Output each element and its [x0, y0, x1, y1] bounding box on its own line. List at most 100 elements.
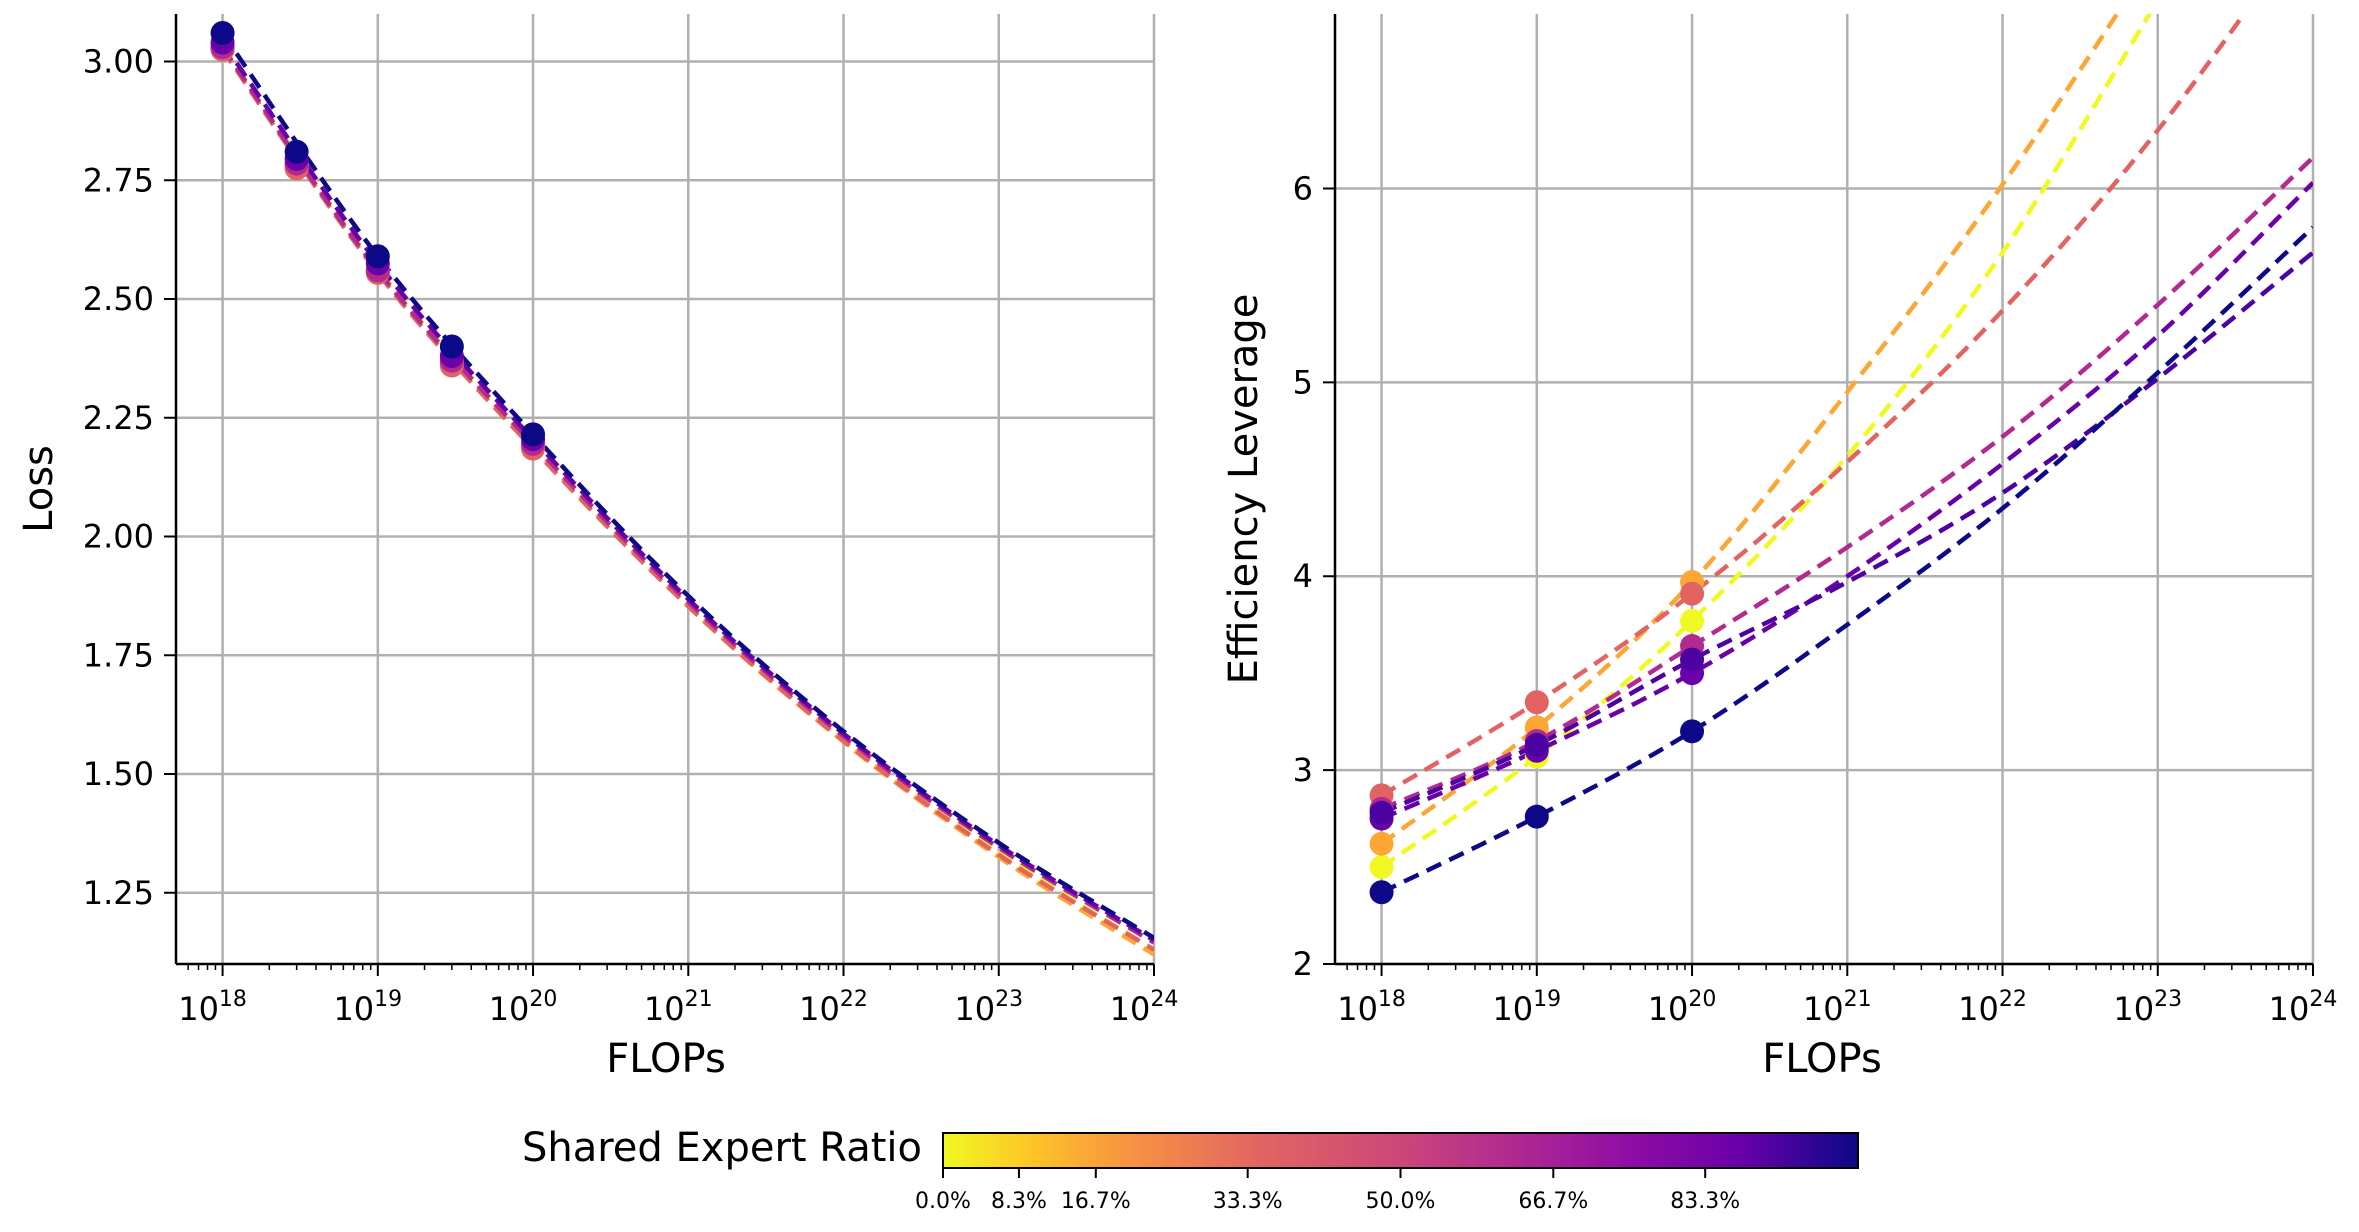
- colorbar-tick-label: 66.7%: [1518, 1189, 1588, 1214]
- loss-x-tick-label: 1019: [333, 987, 402, 1028]
- loss-y-tick-label: 1.25: [83, 874, 154, 912]
- tick-base: 10: [2113, 990, 2154, 1028]
- loss-axes: 1018 1019 1020 1021 1022 1023 10241.251.501.75…: [83, 14, 1179, 1028]
- loss-y-tick-label: 1.75: [83, 636, 154, 674]
- loss-y-tick-label: 3.00: [83, 43, 154, 81]
- leverage-x-tick-label: 1022: [1958, 987, 2027, 1028]
- leverage-point-75.0pct: [1524, 732, 1549, 757]
- tick-exponent: 24: [1150, 987, 1178, 1012]
- loss-y-tick-label: 2.00: [83, 518, 154, 556]
- leverage-point-83.3pct: [1680, 719, 1705, 744]
- loss-y-tick-label: 2.50: [83, 280, 154, 318]
- leverage-point-33.3pct: [1680, 581, 1705, 606]
- tick-exponent: 20: [529, 987, 557, 1012]
- leverage-grid: [1335, 14, 2315, 966]
- leverage-data-points: [1369, 570, 1705, 905]
- leverage-y-tick-label: 4: [1293, 557, 1313, 595]
- colorbar-label: Shared Expert Ratio: [522, 1125, 922, 1171]
- loss-y-axis-label: Loss: [16, 445, 62, 533]
- loss-x-tick-label: 1020: [489, 987, 558, 1028]
- tick-base: 10: [1337, 990, 1378, 1028]
- colorbar-tick-label: 33.3%: [1213, 1189, 1283, 1214]
- loss-chart: 1018 1019 1020 1021 1022 1023 10241.251.501.75…: [16, 14, 1178, 1082]
- leverage-point-33.3pct: [1524, 690, 1549, 715]
- leverage-x-tick-label: 1023: [2113, 987, 2182, 1028]
- leverage-point-83.3pct: [1369, 880, 1394, 905]
- loss-x-tick-label: 1018: [178, 987, 247, 1028]
- loss-point-83.3pct: [284, 139, 309, 164]
- colorbar-tick-label: 16.7%: [1061, 1189, 1131, 1214]
- leverage-fit-line-83.3pct: [1380, 225, 2313, 895]
- leverage-y-tick-label: 2: [1293, 945, 1313, 983]
- leverage-fit-line-66.7pct: [1380, 181, 2313, 821]
- loss-x-tick-label: 1024: [1110, 987, 1179, 1028]
- colorbar-tick-label: 50.0%: [1366, 1189, 1436, 1214]
- loss-x-tick-label: 1022: [799, 987, 868, 1028]
- tick-exponent: 21: [685, 987, 713, 1012]
- tick-base: 10: [644, 990, 685, 1028]
- loss-point-83.3pct: [521, 422, 546, 447]
- tick-base: 10: [799, 990, 840, 1028]
- tick-exponent: 24: [2309, 987, 2337, 1012]
- colorbar-gradient: [942, 1132, 1859, 1169]
- tick-exponent: 18: [219, 987, 247, 1012]
- leverage-x-tick-label: 1019: [1492, 987, 1561, 1028]
- tick-exponent: 21: [1844, 987, 1872, 1012]
- loss-x-tick-label: 1023: [954, 987, 1023, 1028]
- colorbar-tick-label: 83.3%: [1670, 1189, 1740, 1214]
- tick-base: 10: [333, 990, 374, 1028]
- tick-exponent: 22: [1999, 987, 2027, 1012]
- leverage-point-0.0pct: [1680, 608, 1705, 633]
- loss-data-points: [210, 21, 546, 461]
- leverage-x-tick-label: 1024: [2269, 987, 2338, 1028]
- tick-exponent: 18: [1378, 987, 1406, 1012]
- tick-exponent: 19: [374, 987, 402, 1012]
- leverage-point-16.7pct: [1369, 831, 1394, 856]
- tick-exponent: 22: [840, 987, 868, 1012]
- leverage-x-tick-label: 1020: [1648, 987, 1717, 1028]
- tick-base: 10: [1110, 990, 1151, 1028]
- tick-exponent: 23: [995, 987, 1023, 1012]
- leverage-x-tick-label: 1021: [1803, 987, 1872, 1028]
- tick-base: 10: [1648, 990, 1689, 1028]
- colorbar-tick-label: 8.3%: [991, 1189, 1047, 1214]
- leverage-x-tick-label: 1018: [1337, 987, 1406, 1028]
- loss-y-tick-label: 2.25: [83, 399, 154, 437]
- tick-exponent: 23: [2154, 987, 2182, 1012]
- leverage-point-83.3pct: [1524, 804, 1549, 829]
- leverage-point-75.0pct: [1369, 800, 1394, 825]
- loss-grid: [176, 14, 1156, 964]
- loss-point-83.3pct: [210, 21, 235, 45]
- loss-x-tick-label: 1021: [644, 987, 713, 1028]
- tick-exponent: 19: [1533, 987, 1561, 1012]
- leverage-y-tick-label: 6: [1293, 169, 1313, 207]
- leverage-fit-line-50.0pct: [1380, 155, 2313, 811]
- leverage-y-axis-label: Efficiency Leverage: [1221, 294, 1267, 685]
- leverage-y-tick-label: 3: [1293, 751, 1313, 789]
- colorbar-tick-label: 0.0%: [915, 1189, 971, 1214]
- leverage-point-75.0pct: [1680, 647, 1705, 672]
- tick-base: 10: [489, 990, 530, 1028]
- leverage-point-0.0pct: [1369, 855, 1394, 880]
- leverage-y-tick-label: 5: [1293, 363, 1313, 401]
- loss-fit-line-83.3pct: [220, 31, 1154, 940]
- tick-base: 10: [1803, 990, 1844, 1028]
- tick-base: 10: [178, 990, 219, 1028]
- leverage-fit-line-16.7pct: [1380, 14, 2120, 846]
- leverage-x-axis-label: FLOPs: [1762, 1036, 1882, 1082]
- loss-x-axis-label: FLOPs: [606, 1036, 726, 1082]
- tick-base: 10: [1958, 990, 1999, 1028]
- tick-base: 10: [1492, 990, 1533, 1028]
- loss-y-tick-label: 2.75: [83, 161, 154, 199]
- tick-exponent: 20: [1688, 987, 1716, 1012]
- colorbar: Shared Expert Ratio 0.0% 8.3% 16.7% 33.3% 50…: [522, 1125, 1859, 1214]
- colorbar-ticks: 0.0% 8.3% 16.7% 33.3% 50.0% 66.7% 83.3%: [915, 1168, 1740, 1214]
- loss-point-83.3pct: [365, 244, 390, 269]
- loss-point-83.3pct: [439, 334, 464, 359]
- loss-y-tick-label: 1.50: [83, 755, 154, 793]
- tick-base: 10: [954, 990, 995, 1028]
- tick-base: 10: [2269, 990, 2310, 1028]
